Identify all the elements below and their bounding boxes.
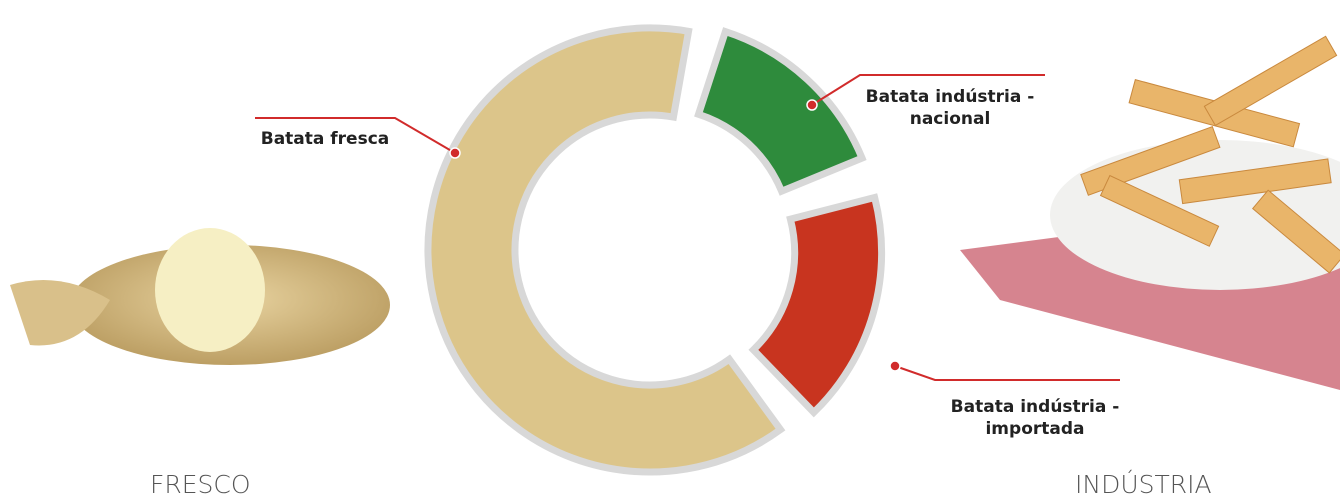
leader-dot	[450, 148, 460, 158]
caption: INDÚSTRIA	[1075, 470, 1212, 499]
leader-dot	[890, 361, 900, 371]
leader-dot	[807, 100, 817, 110]
chart	[0, 0, 1340, 503]
category-label: Batata fresca	[225, 128, 425, 150]
donut-segment	[753, 198, 881, 413]
category-label: Batata indústria - nacional	[850, 86, 1050, 130]
infographic: FRESCO INDÚSTRIA Batata fresca Batata ind…	[0, 0, 1340, 503]
donut-segment	[699, 32, 863, 192]
category-label: Batata indústria - importada	[935, 396, 1135, 440]
leader-line	[895, 366, 1120, 380]
caption: FRESCO	[150, 470, 251, 499]
potato-illustration	[10, 228, 390, 365]
